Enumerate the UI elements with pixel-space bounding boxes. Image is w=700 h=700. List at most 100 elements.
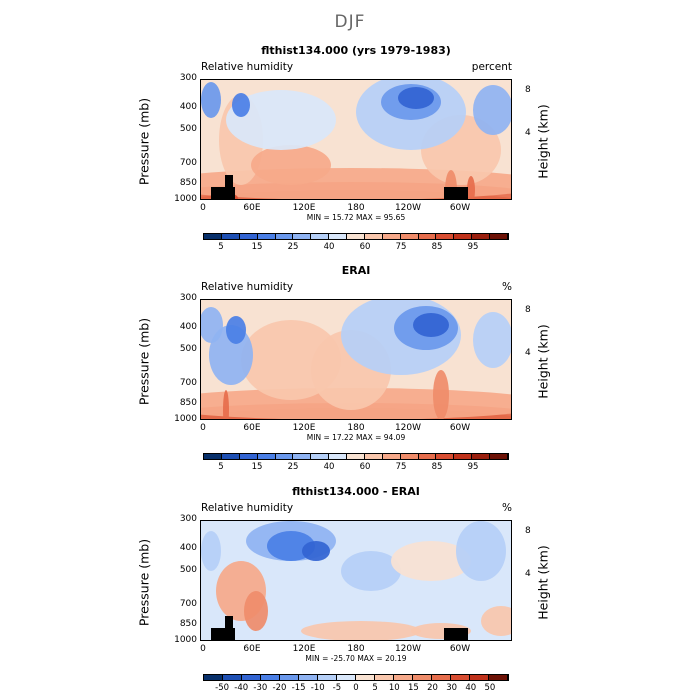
panel-title: ERAI: [341, 264, 371, 277]
colorbar-cell: [375, 675, 394, 680]
colorbar-label: 20: [427, 683, 438, 693]
units-label: %: [502, 281, 512, 293]
colorbar-cell: [221, 234, 240, 239]
units-label: percent: [471, 61, 512, 73]
colorbar-cell: [204, 234, 222, 239]
pressure-tick-label: 400: [179, 542, 197, 553]
colorbar-cell: [261, 675, 280, 680]
colorbar-label: 10: [388, 683, 400, 693]
longitude-tick-label: 0: [200, 423, 206, 433]
longitude-tick-label: 120E: [292, 203, 316, 213]
colorbar-cell: [364, 454, 383, 459]
contour-field: [201, 80, 511, 199]
panel-title: flthist134.000 (yrs 1979-1983): [261, 44, 451, 57]
colorbar-cell: [275, 234, 294, 239]
colorbar-cell: [413, 675, 432, 680]
pressure-tick-label: 300: [179, 73, 197, 83]
colorbar-label: 0: [353, 683, 359, 693]
colorbar-cell: [472, 234, 490, 239]
colorbar-cell: [489, 675, 508, 680]
colorbar-cell: [257, 454, 276, 459]
longitude-tick-label: 180: [347, 423, 365, 433]
pressure-tick-label: 300: [179, 514, 197, 524]
topography-mask: [211, 187, 235, 199]
colorbar-label: 85: [431, 242, 443, 252]
pressure-tick-label: 1000: [174, 414, 197, 424]
colorbar-label: 95: [467, 242, 479, 252]
colorbar-cell: [239, 234, 258, 239]
colorbar-label: 15: [407, 683, 419, 693]
colorbar-cell: [318, 675, 337, 680]
colorbar-cell: [242, 675, 261, 680]
contour-region: [391, 541, 471, 581]
colorbar-cell: [223, 675, 242, 680]
colorbar-cell: [280, 675, 299, 680]
colorbar-cell: [347, 454, 365, 459]
pressure-tick-label: 850: [179, 177, 197, 188]
contour-region: [456, 521, 506, 581]
colorbar-label: 40: [323, 242, 335, 252]
colorbar-cell: [454, 234, 473, 239]
colorbar-label: 15: [251, 462, 263, 472]
colorbar-label: -50: [215, 683, 230, 693]
colorbar: [203, 453, 509, 460]
season-title: DJF: [334, 12, 366, 32]
colorbar: [203, 674, 509, 681]
height-tick-label: 4: [525, 569, 531, 579]
topography-mask: [225, 175, 233, 187]
colorbar-label: 5: [218, 462, 224, 472]
pressure-tick-label: 500: [179, 565, 197, 576]
longitude-tick-label: 60E: [243, 203, 261, 213]
variable-label: Relative humidity: [201, 281, 294, 293]
units-label: %: [502, 502, 512, 514]
colorbar-cell: [204, 675, 223, 680]
colorbar-label: 95: [467, 462, 479, 472]
colorbar-label: -30: [253, 683, 268, 693]
topography-mask: [225, 616, 233, 628]
longitude-tick-label: 120W: [394, 644, 422, 654]
variable-label: Relative humidity: [201, 502, 294, 514]
contour-region: [341, 551, 401, 591]
colorbar-cell: [382, 454, 401, 459]
contour-region: [433, 370, 449, 419]
colorbar-label: 85: [431, 462, 443, 472]
pressure-tick-label: 700: [179, 158, 197, 169]
topography-mask: [444, 187, 468, 199]
topography-mask: [444, 628, 468, 640]
colorbar-cell: [293, 454, 312, 459]
contour-region: [244, 591, 268, 631]
longitude-tick-label: 0: [200, 203, 206, 213]
colorbar-cell: [356, 675, 375, 680]
contour-region: [473, 85, 511, 135]
y-axis-label: Pressure (mb): [136, 538, 152, 627]
colorbar-cell: [418, 454, 437, 459]
min-max-label: MIN = 15.72 MAX = 95.65: [306, 213, 406, 222]
pressure-tick-label: 700: [179, 378, 197, 389]
colorbar-cell: [470, 675, 489, 680]
colorbar-cell: [221, 454, 240, 459]
pressure-tick-label: 850: [179, 397, 197, 408]
contour-region: [467, 176, 475, 199]
colorbar-cell: [472, 454, 490, 459]
contour-region: [226, 316, 246, 344]
colorbar-label: 75: [395, 462, 407, 472]
colorbar-label: 60: [359, 242, 371, 252]
colorbar-label: 25: [287, 242, 299, 252]
colorbar-cell: [400, 234, 419, 239]
pressure-tick-label: 1000: [174, 194, 197, 204]
contour-region: [251, 145, 331, 185]
colorbar-cell: [204, 454, 222, 459]
longitude-tick-label: 180: [347, 644, 365, 654]
height-tick-label: 8: [525, 305, 531, 315]
height-tick-label: 4: [525, 128, 531, 138]
contour-region: [232, 93, 250, 117]
colorbar-cell: [299, 675, 318, 680]
topography-mask: [211, 628, 235, 640]
colorbar-cell: [364, 234, 383, 239]
contour-region: [302, 541, 330, 561]
colorbar-cell: [293, 234, 312, 239]
colorbar-label: 40: [323, 462, 335, 472]
longitude-tick-label: 120E: [292, 644, 316, 654]
longitude-tick-label: 0: [200, 644, 206, 654]
pressure-tick-label: 700: [179, 599, 197, 610]
